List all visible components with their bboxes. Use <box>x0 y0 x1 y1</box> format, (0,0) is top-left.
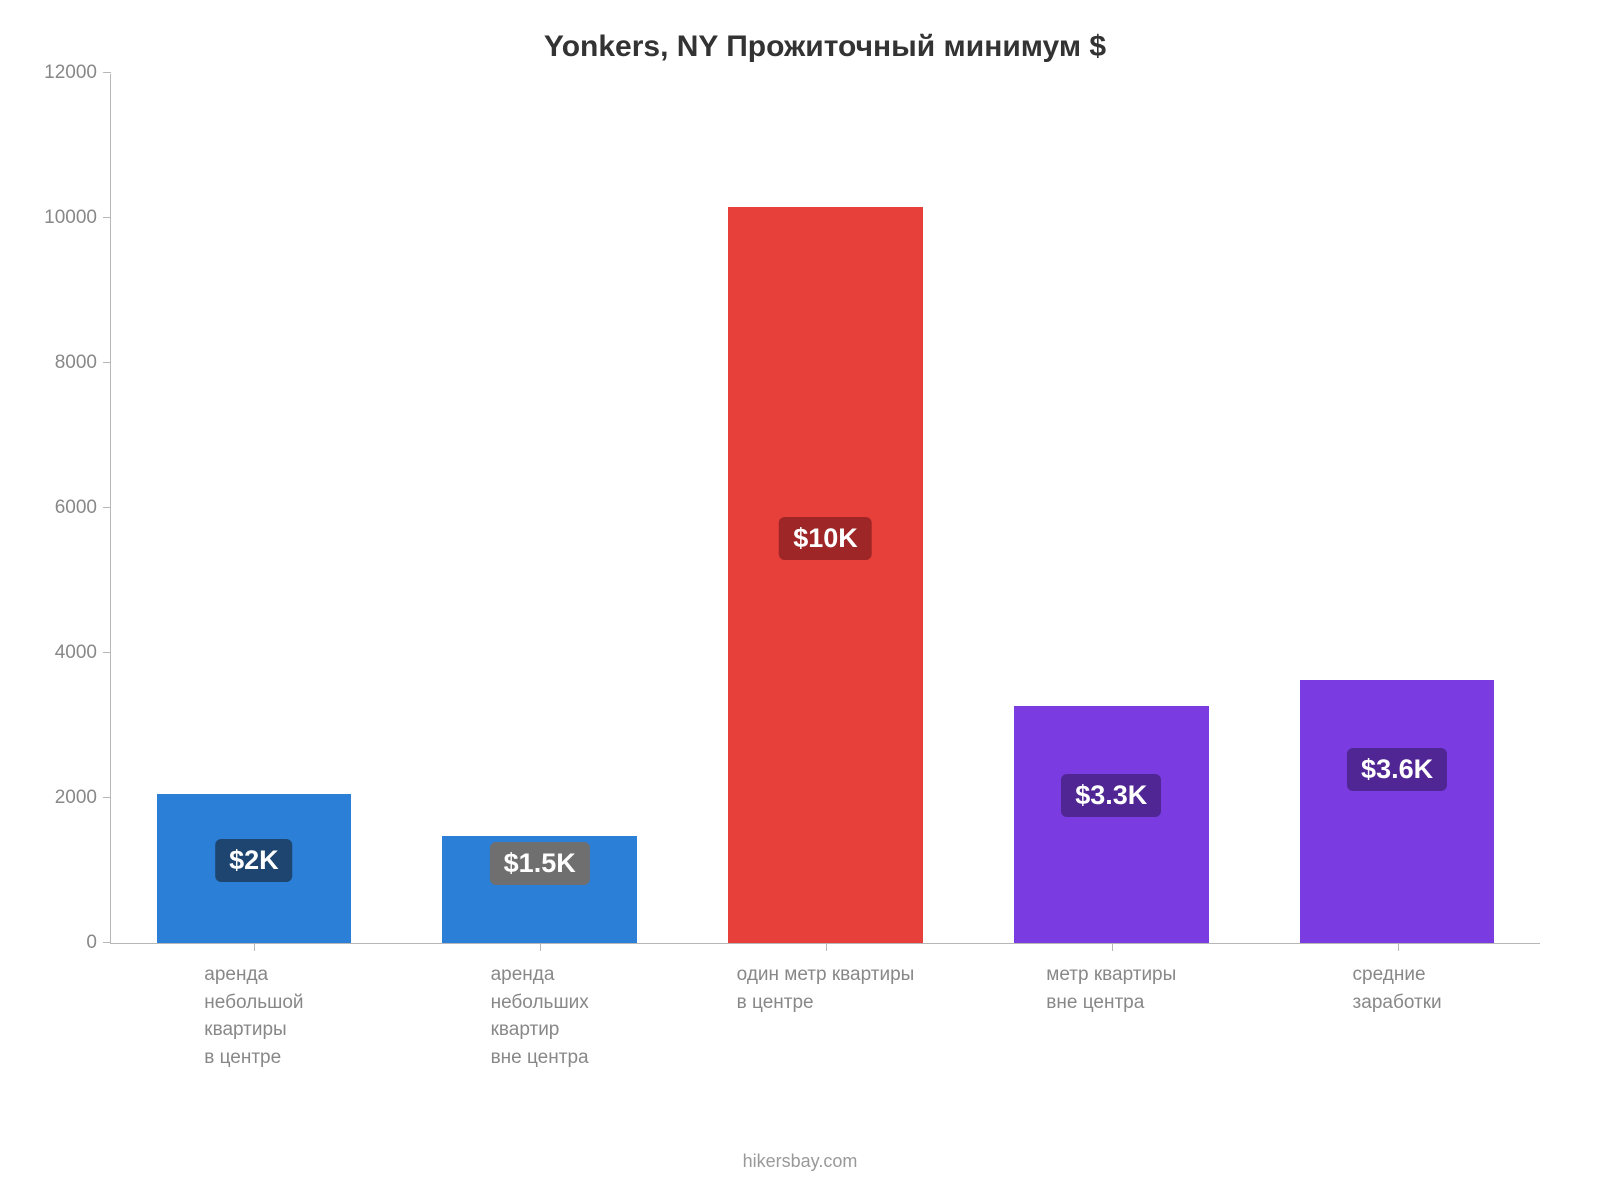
x-axis-label: метр квартиры вне центра <box>968 961 1254 1071</box>
bar: $1.5K <box>442 836 636 943</box>
bar-slot: $3.3K <box>968 74 1254 943</box>
bar-slot: $10K <box>683 74 969 943</box>
y-tick-label: 10000 <box>44 207 111 229</box>
y-tick-label: 0 <box>86 932 111 954</box>
chart-container: Yonkers, NY Прожиточный минимум $ $2K $1.… <box>0 0 1600 1200</box>
x-tick-mark <box>1398 943 1399 951</box>
bar-slot: $2K <box>111 74 397 943</box>
bar-slot: $3.6K <box>1254 74 1540 943</box>
x-tick-mark <box>826 943 827 951</box>
y-tick-label: 2000 <box>55 787 111 809</box>
bar: $3.6K <box>1300 680 1494 943</box>
y-tick-label: 4000 <box>55 642 111 664</box>
bar: $10K <box>728 207 922 943</box>
y-tick-mark <box>103 362 111 363</box>
bars-row: $2K $1.5K $10K $3.3K $3.6K <box>111 74 1540 943</box>
y-tick-label: 8000 <box>55 352 111 374</box>
bar: $2K <box>157 794 351 943</box>
bar-value-label: $2K <box>215 839 293 882</box>
x-axis-label: один метр квартиры в центре <box>683 961 969 1071</box>
y-tick-mark <box>103 72 111 73</box>
y-tick-mark <box>103 797 111 798</box>
y-tick-mark <box>103 507 111 508</box>
bar-slot: $1.5K <box>397 74 683 943</box>
y-tick-mark <box>103 942 111 943</box>
bar-value-label: $3.6K <box>1347 748 1447 791</box>
y-tick-mark <box>103 652 111 653</box>
x-axis-label: аренда небольших квартир вне центра <box>397 961 683 1071</box>
bar-value-label: $1.5K <box>490 842 590 885</box>
x-tick-mark <box>254 943 255 951</box>
x-tick-mark <box>540 943 541 951</box>
x-axis-labels: аренда небольшой квартиры в центреаренда… <box>111 943 1540 1071</box>
plot-area: $2K$1.5K$10K$3.3K$3.6K аренда небольшой … <box>110 74 1540 944</box>
bar-value-label: $3.3K <box>1061 774 1161 817</box>
y-tick-label: 12000 <box>44 62 111 84</box>
chart-title: Yonkers, NY Прожиточный минимум $ <box>110 30 1540 64</box>
y-tick-label: 6000 <box>55 497 111 519</box>
x-tick-mark <box>1112 943 1113 951</box>
credit-text: hikersbay.com <box>0 1151 1600 1172</box>
x-axis-label: аренда небольшой квартиры в центре <box>111 961 397 1071</box>
bar-value-label: $10K <box>779 517 872 560</box>
x-axis-label: средние заработки <box>1254 961 1540 1071</box>
y-tick-mark <box>103 217 111 218</box>
bar: $3.3K <box>1014 706 1208 943</box>
